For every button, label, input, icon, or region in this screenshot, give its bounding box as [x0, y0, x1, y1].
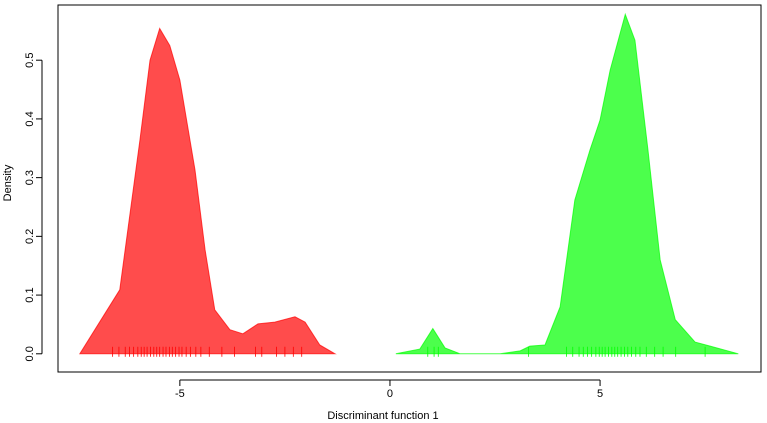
y-axis-label: Density [2, 164, 14, 201]
density-area [395, 12, 739, 355]
x-axis-label: Discriminant function 1 [327, 410, 438, 422]
y-tick-label: 0.2 [24, 229, 36, 244]
x-tick-label: 0 [387, 388, 393, 400]
x-tick-label: -5 [175, 388, 185, 400]
y-tick-label: 0.5 [24, 53, 36, 68]
y-tick-label: 0.0 [24, 346, 36, 361]
plot-frame [57, 4, 762, 373]
y-tick-label: 0.4 [24, 111, 36, 126]
density-area [78, 27, 337, 355]
y-tick-label: 0.1 [24, 287, 36, 302]
y-tick-label: 0.3 [24, 170, 36, 185]
x-tick-label: 5 [597, 388, 603, 400]
